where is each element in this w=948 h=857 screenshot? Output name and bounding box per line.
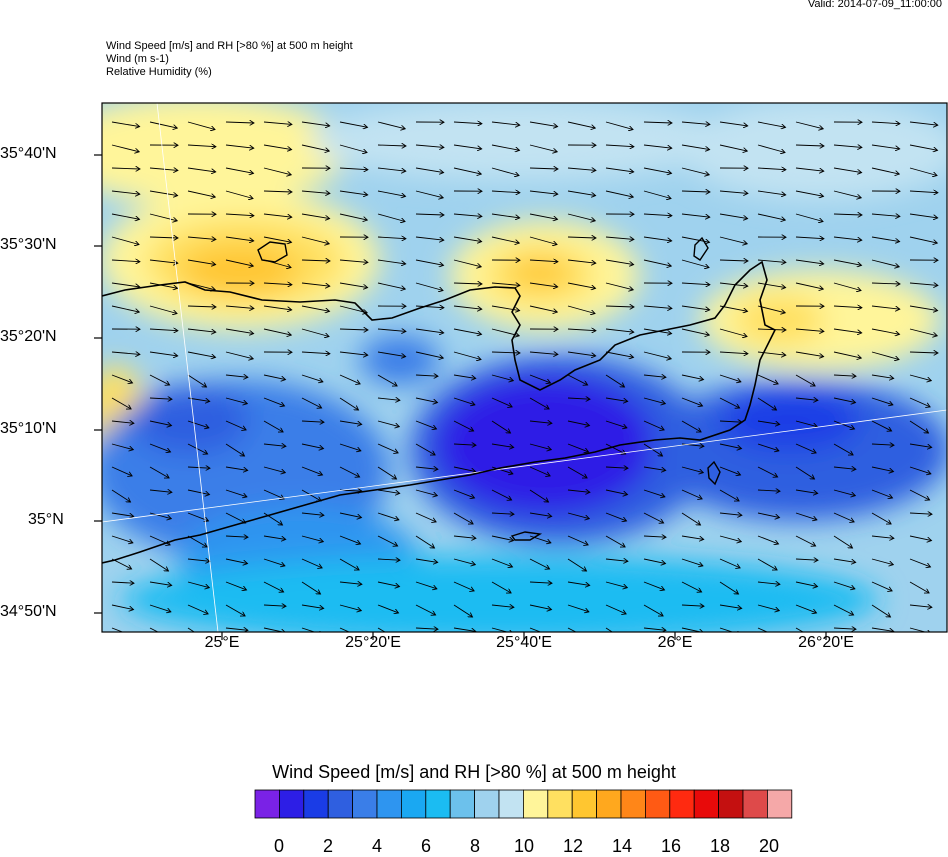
colorbar-swatch [743, 790, 767, 818]
colorbar-swatch [499, 790, 523, 818]
lon-label: 25°E [205, 634, 240, 652]
colorbar-swatch [572, 790, 596, 818]
lat-label: 35°20'N [0, 328, 57, 346]
lat-label: 35°10'N [0, 420, 57, 438]
colorbar-swatch [670, 790, 694, 818]
colorbar-swatch [475, 790, 499, 818]
colorbar-swatch [377, 790, 401, 818]
colorbar-swatch [694, 790, 718, 818]
colorbar-swatch [353, 790, 377, 818]
colorbar-swatch [255, 790, 279, 818]
lat-label: 35°30'N [0, 236, 57, 254]
lat-label: 35°N [28, 511, 64, 529]
lon-label: 26°20'E [798, 634, 854, 652]
colorbar-swatch [621, 790, 645, 818]
lon-label: 26°E [658, 634, 693, 652]
colorbar-swatch [645, 790, 669, 818]
colorbar-swatch [450, 790, 474, 818]
colorbar-swatch [548, 790, 572, 818]
colorbar-swatch [426, 790, 450, 818]
colorbar-swatch [304, 790, 328, 818]
colorbar-swatch [719, 790, 743, 818]
colorbar-swatch [401, 790, 425, 818]
colorbar-title: Wind Speed [m/s] and RH [>80 %] at 500 m… [0, 762, 948, 783]
lon-label: 25°40'E [496, 634, 552, 652]
lat-label: 35°40'N [0, 145, 57, 163]
lat-label: 34°50'N [0, 603, 57, 621]
colorbar-swatch [523, 790, 547, 818]
colorbar-swatch [767, 790, 791, 818]
colorbar [255, 790, 792, 818]
colorbar-swatch [597, 790, 621, 818]
lon-label: 25°20'E [345, 634, 401, 652]
colorbar-swatch [279, 790, 303, 818]
colorbar-swatch [328, 790, 352, 818]
wind-speed-field [50, 95, 948, 645]
